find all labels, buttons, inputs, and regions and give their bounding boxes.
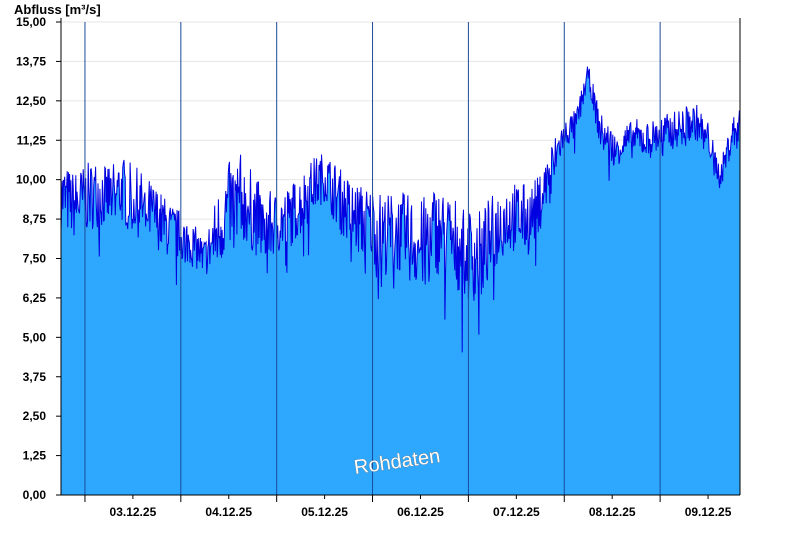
y-tick-label-2: 2,50: [23, 409, 47, 423]
x-tick-labels: 03.12.25 04.12.25 05.12.25 06.12.25 07.12.25…: [110, 505, 732, 519]
axes: [56, 18, 741, 502]
x-tick-label-4: 07.12.25: [493, 505, 540, 519]
y-tick-label-4: 5,00: [23, 330, 47, 344]
x-tick-label-6: 09.12.25: [685, 505, 732, 519]
y-tick-label-3: 3,75: [23, 370, 47, 384]
y-tick-label-7: 8,75: [23, 212, 47, 226]
y-tick-label-8: 10,00: [16, 173, 46, 187]
x-tick-label-0: 03.12.25: [110, 505, 157, 519]
series-fill: [61, 66, 740, 495]
y-axis-label: Abfluss [m³/s]: [14, 2, 101, 17]
y-tick-labels: 0,00 1,25 2,50 3,75 5,00 6,25 7,50 8,75 10,00 11,…: [16, 15, 46, 502]
y-tick-label-10: 12,50: [16, 94, 46, 108]
y-tick-label-11: 13,75: [16, 54, 46, 68]
day-separator-lines: [84, 22, 661, 495]
y-tick-label-12: 15,00: [16, 15, 46, 29]
y-tick-label-5: 6,25: [23, 291, 47, 305]
x-tick-label-2: 05.12.25: [301, 505, 348, 519]
x-tick-label-1: 04.12.25: [205, 505, 252, 519]
y-tick-label-1: 1,25: [23, 449, 47, 463]
y-tick-label-9: 11,25: [17, 133, 47, 147]
series-line: [60, 66, 741, 353]
series-area: [60, 66, 741, 495]
x-tick-label-5: 08.12.25: [589, 505, 636, 519]
y-tick-label-6: 7,50: [23, 252, 47, 266]
x-tick-label-3: 06.12.25: [397, 505, 444, 519]
y-tick-label-0: 0,00: [23, 488, 47, 502]
